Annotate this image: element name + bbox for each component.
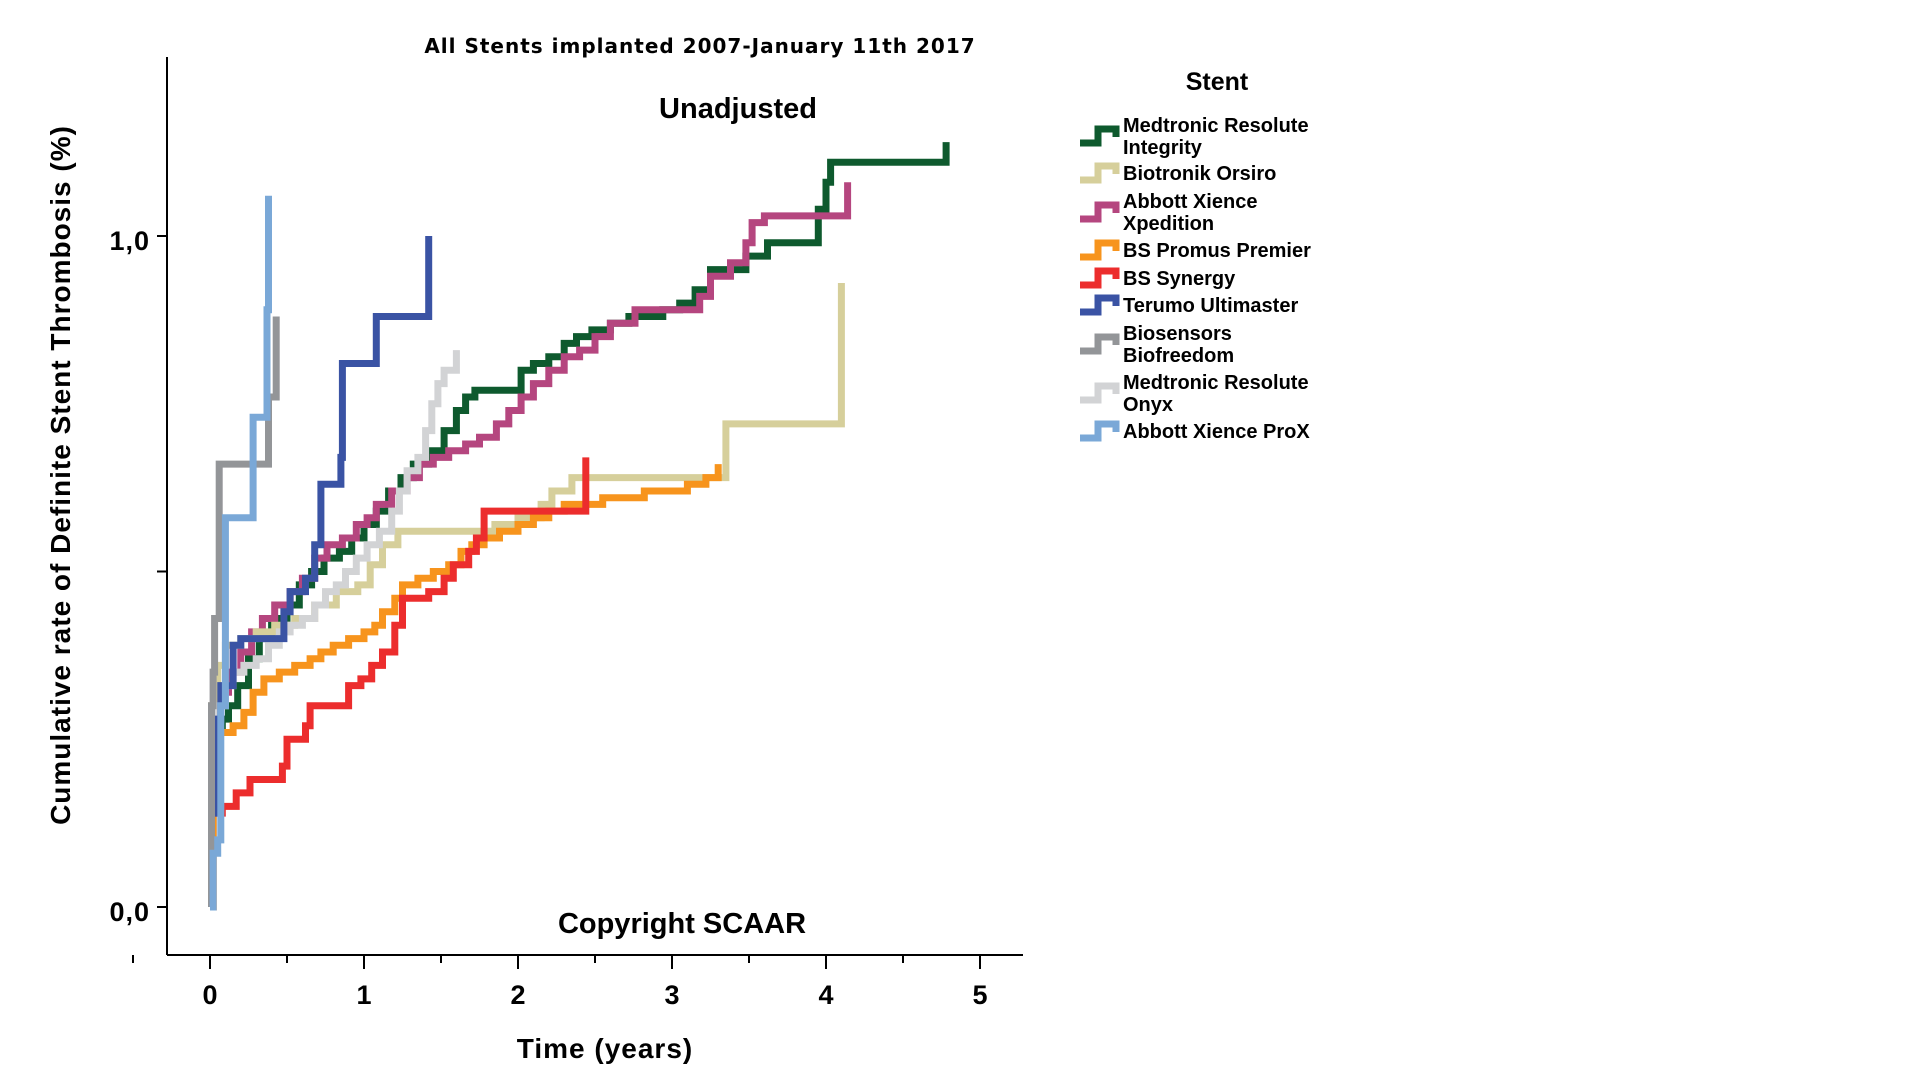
series-line-3 xyxy=(209,464,722,911)
legend-label-0-0: Medtronic Resolute xyxy=(1123,115,1309,137)
x-tick-label-4: 4 xyxy=(818,980,833,1010)
legend-swatch-2 xyxy=(1080,201,1120,223)
series-line-4 xyxy=(208,457,590,911)
series-line-2 xyxy=(209,182,852,911)
copyright-annotation: Copyright SCAAR xyxy=(558,908,806,940)
legend-swatch-1 xyxy=(1080,162,1120,184)
legend-swatch-5 xyxy=(1080,294,1120,316)
x-tick-label-1: 1 xyxy=(356,980,371,1010)
x-axis-title: Time (years) xyxy=(517,1033,693,1064)
legend-swatch-7 xyxy=(1080,382,1120,404)
legend-swatch-8 xyxy=(1080,420,1120,442)
legend-swatch-3 xyxy=(1080,239,1120,261)
legend-label-8-0: Abbott Xience ProX xyxy=(1123,421,1310,443)
axis-ticks xyxy=(132,235,981,969)
legend-label-2-1: Xpedition xyxy=(1123,213,1214,235)
series-line-8 xyxy=(209,195,272,911)
y-tick-label-0: 0,0 xyxy=(109,897,150,927)
y-tick-label-1: 1,0 xyxy=(109,226,150,256)
legend-label-7-1: Onyx xyxy=(1123,394,1173,416)
legend-label-3-0: BS Promus Premier xyxy=(1123,240,1311,262)
legend-label-4-0: BS Synergy xyxy=(1123,268,1236,290)
y-axis-title: Cumulative rate of Definite Stent Thromb… xyxy=(45,125,76,825)
legend: Stent Medtronic ResoluteIntegrityBiotron… xyxy=(1080,68,1311,443)
legend-label-5-0: Terumo Ultimaster xyxy=(1123,295,1298,317)
series-line-7 xyxy=(208,350,460,911)
legend-label-6-0: Biosensors xyxy=(1123,323,1232,345)
x-tick-label-5: 5 xyxy=(972,980,987,1010)
chart-subtitle: Unadjusted xyxy=(659,93,817,125)
legend-label-2-0: Abbott Xience xyxy=(1123,191,1257,213)
legend-label-7-0: Medtronic Resolute xyxy=(1123,372,1309,394)
plot-lines xyxy=(208,142,950,911)
legend-label-0-1: Integrity xyxy=(1123,137,1203,159)
legend-swatch-0 xyxy=(1080,125,1120,147)
legend-swatch-4 xyxy=(1080,267,1120,289)
legend-swatch-6 xyxy=(1080,333,1120,355)
legend-title: Stent xyxy=(1186,68,1249,96)
chart-title: All Stents implanted 2007-January 11th 2… xyxy=(424,34,975,58)
x-tick-label-2: 2 xyxy=(510,980,525,1010)
x-tick-label-3: 3 xyxy=(664,980,679,1010)
legend-label-1-0: Biotronik Orsiro xyxy=(1123,163,1276,185)
legend-label-6-1: Biofreedom xyxy=(1123,345,1234,367)
x-tick-label-0: 0 xyxy=(202,980,217,1010)
